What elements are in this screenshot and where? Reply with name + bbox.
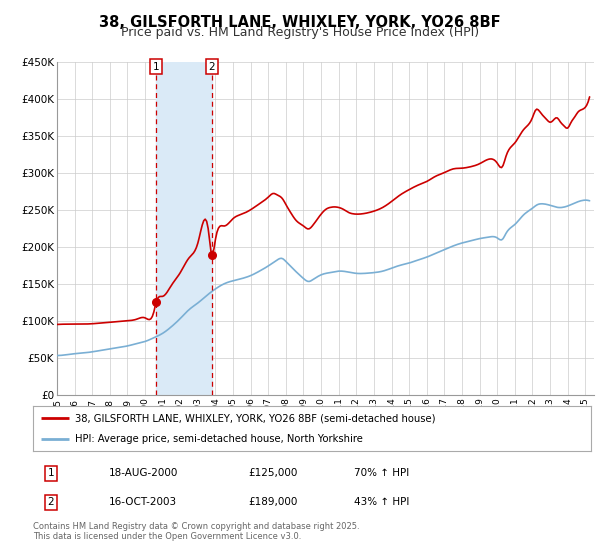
Text: 38, GILSFORTH LANE, WHIXLEY, YORK, YO26 8BF: 38, GILSFORTH LANE, WHIXLEY, YORK, YO26 … [99,15,501,30]
Text: 38, GILSFORTH LANE, WHIXLEY, YORK, YO26 8BF (semi-detached house): 38, GILSFORTH LANE, WHIXLEY, YORK, YO26 … [75,413,436,423]
Text: 18-AUG-2000: 18-AUG-2000 [109,468,178,478]
Text: £189,000: £189,000 [248,497,297,507]
Text: 43% ↑ HPI: 43% ↑ HPI [354,497,409,507]
Text: 2: 2 [47,497,54,507]
Bar [156,62,212,395]
Text: 2: 2 [208,62,215,72]
Text: HPI: Average price, semi-detached house, North Yorkshire: HPI: Average price, semi-detached house,… [75,433,363,444]
Text: Contains HM Land Registry data © Crown copyright and database right 2025.
This d: Contains HM Land Registry data © Crown c… [33,522,359,542]
Text: £125,000: £125,000 [248,468,297,478]
Text: Price paid vs. HM Land Registry's House Price Index (HPI): Price paid vs. HM Land Registry's House … [121,26,479,39]
Text: 70% ↑ HPI: 70% ↑ HPI [354,468,409,478]
Text: 1: 1 [153,62,160,72]
Text: 16-OCT-2003: 16-OCT-2003 [109,497,176,507]
Text: 1: 1 [47,468,54,478]
